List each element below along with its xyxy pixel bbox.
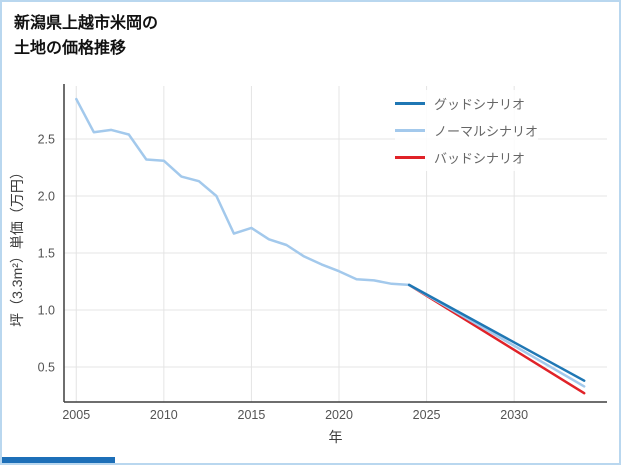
chart-title-line1: 新潟県上越市米岡の	[14, 15, 159, 32]
svg-text:2.5: 2.5	[38, 133, 55, 147]
svg-text:0.5: 0.5	[38, 361, 55, 375]
chart-title-line2: 土地の価格推移	[14, 39, 127, 57]
legend-item-good-scenario[interactable]: グッドシナリオ	[395, 90, 538, 117]
svg-text:年: 年	[329, 429, 343, 445]
legend-line-bad-icon	[395, 156, 425, 159]
svg-text:1.0: 1.0	[38, 304, 55, 318]
svg-text:2020: 2020	[325, 408, 353, 422]
svg-text:2005: 2005	[62, 408, 90, 422]
svg-text:2025: 2025	[413, 408, 441, 422]
chart-title: 新潟県上越市米岡の 土地の価格推移	[14, 12, 158, 62]
legend-label-good: グッドシナリオ	[434, 97, 526, 112]
legend-label-normal: ノーマルシナリオ	[434, 124, 539, 139]
legend: グッドシナリオ ノーマルシナリオ バッドシナリオ	[395, 90, 539, 171]
legend-line-normal-icon	[395, 129, 425, 132]
bottom-accent-bar	[2, 457, 115, 463]
svg-text:1.5: 1.5	[38, 247, 55, 261]
legend-label-bad: バッドシナリオ	[434, 151, 526, 166]
svg-text:2.0: 2.0	[38, 190, 55, 204]
svg-text:2010: 2010	[150, 408, 178, 422]
legend-line-good-icon	[395, 102, 425, 105]
legend-item-normal-scenario[interactable]: ノーマルシナリオ	[395, 117, 538, 144]
legend-item-bad-scenario[interactable]: バッドシナリオ	[395, 144, 538, 171]
svg-text:坪（3.3m²）単価（万円）: 坪（3.3m²）単価（万円）	[9, 165, 25, 327]
svg-text:2030: 2030	[500, 408, 528, 422]
svg-text:2015: 2015	[238, 408, 266, 422]
